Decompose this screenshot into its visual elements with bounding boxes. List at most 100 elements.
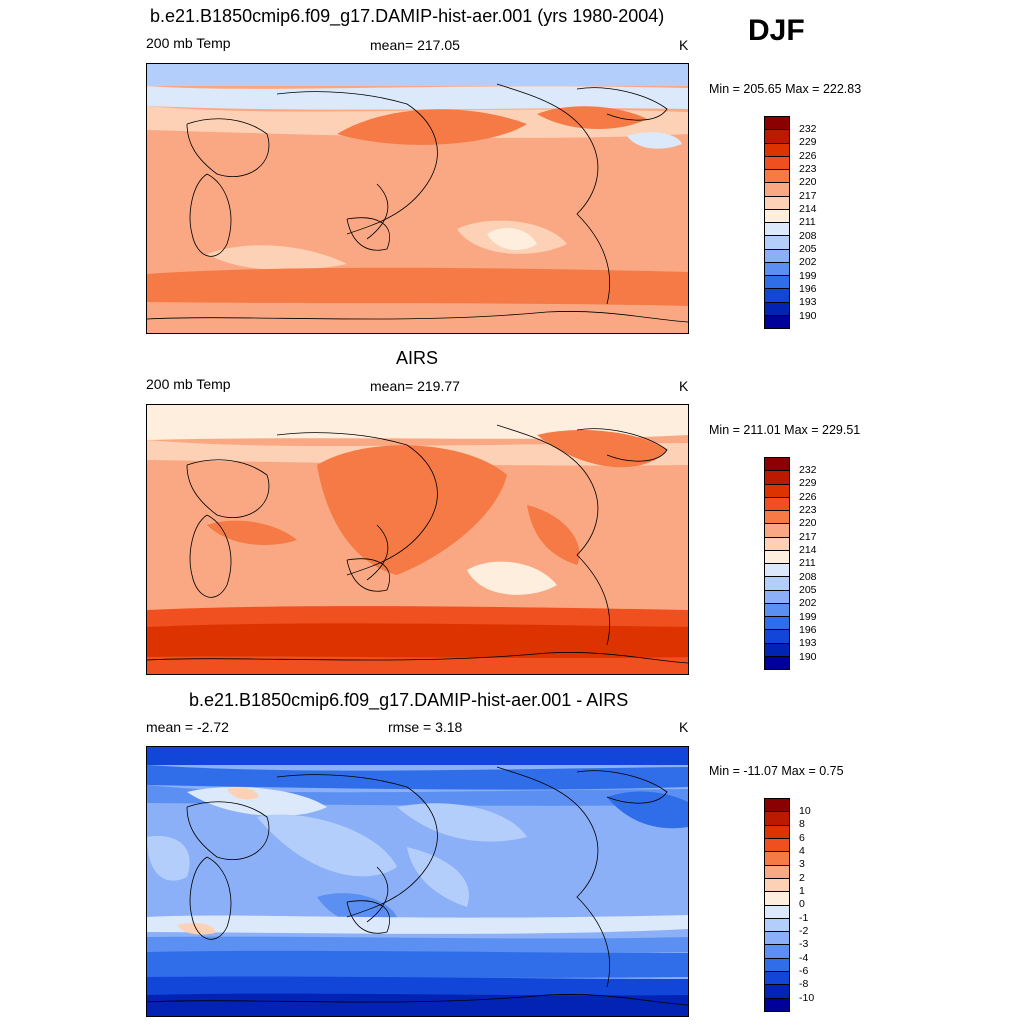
colorbar-swatch [765, 196, 789, 210]
panel-1-variable-label: 200 mb Temp [146, 35, 231, 51]
colorbar-tick-label: 202 [799, 256, 817, 268]
colorbar-swatch [765, 918, 789, 933]
colorbar-tick-label: 205 [799, 584, 817, 596]
panel-3-title: b.e21.B1850cmip6.f09_g17.DAMIP-hist-aer.… [189, 690, 629, 710]
colorbar-tick-label: 10 [799, 805, 811, 817]
colorbar-tick-label: 232 [799, 123, 817, 135]
colorbar-swatch [765, 236, 789, 250]
colorbar-swatch [765, 985, 789, 999]
colorbar-tick-label: 214 [799, 544, 817, 556]
colorbar-tick-label: 223 [799, 504, 817, 516]
panel-2-mean-label: mean= 219.77 [370, 378, 460, 394]
colorbar-tick-label: 226 [799, 150, 817, 162]
panel-1-map [146, 63, 689, 334]
colorbar-tick-label: 223 [799, 163, 817, 175]
colorbar-tick-label: 202 [799, 597, 817, 609]
colorbar-swatch [765, 209, 789, 223]
colorbar-swatch [765, 998, 789, 1011]
colorbar-tick-label: 217 [799, 531, 817, 543]
panel-1-units-label: K [679, 37, 689, 53]
panel-3-minmax: Min = -11.07 Max = 0.75 [709, 764, 844, 778]
colorbar-swatch [765, 302, 789, 316]
colorbar-swatch [765, 812, 789, 826]
panel-3-units-label: K [679, 719, 689, 735]
colorbar-swatch [765, 852, 789, 866]
panel-3-map [146, 746, 689, 1017]
colorbar-tick-label: -4 [799, 952, 809, 964]
colorbar-swatch [765, 577, 789, 591]
colorbar-swatch [765, 484, 789, 498]
colorbar-swatch [765, 799, 789, 813]
colorbar-tick-label: 214 [799, 203, 817, 215]
panel-1-minmax: Min = 205.65 Max = 222.83 [709, 82, 862, 96]
colorbar-tick-label: -6 [799, 965, 809, 977]
colorbar-swatch [765, 249, 789, 263]
colorbar-swatch [765, 603, 789, 617]
colorbar-swatch [765, 825, 789, 839]
colorbar-tick-label: -8 [799, 978, 809, 990]
colorbar-swatch [765, 170, 789, 184]
colorbar-tick-label: -2 [799, 925, 809, 937]
colorbar-tick-label: 1 [799, 885, 805, 897]
colorbar-swatch [765, 276, 789, 290]
colorbar-swatch [765, 892, 789, 906]
colorbar-swatch [765, 497, 789, 511]
colorbar-tick-label: 232 [799, 464, 817, 476]
colorbar-swatch [765, 143, 789, 157]
colorbar-tick-label: 229 [799, 136, 817, 148]
colorbar-swatch [765, 564, 789, 578]
panel-1-title: b.e21.B1850cmip6.f09_g17.DAMIP-hist-aer.… [150, 6, 665, 26]
colorbar-tick-label: 208 [799, 230, 817, 242]
colorbar-swatch [765, 550, 789, 564]
colorbar-swatch [765, 617, 789, 631]
panel-2-map [146, 404, 689, 675]
colorbar-tick-label: -3 [799, 938, 809, 950]
colorbar-tick-label: 0 [799, 898, 805, 910]
panel-1-colorbar [764, 116, 790, 329]
colorbar-swatch [765, 878, 789, 893]
colorbar-swatch [765, 156, 789, 170]
colorbar-tick-label: -10 [799, 992, 815, 1004]
colorbar-swatch [765, 932, 789, 946]
colorbar-swatch [765, 537, 789, 551]
colorbar-swatch [765, 945, 789, 959]
colorbar-tick-label: 8 [799, 818, 805, 830]
panel-2-units-label: K [679, 378, 689, 394]
colorbar-tick-label: 190 [799, 651, 817, 663]
colorbar-tick-label: 211 [799, 216, 816, 228]
colorbar-swatch [765, 289, 789, 303]
colorbar-swatch [765, 183, 789, 197]
panel-3-rmse-label: rmse = 3.18 [388, 719, 463, 735]
colorbar-swatch [765, 656, 789, 669]
colorbar-tick-label: 211 [799, 557, 816, 569]
colorbar-tick-label: 205 [799, 243, 817, 255]
colorbar-swatch [765, 590, 789, 604]
colorbar-swatch [765, 865, 789, 879]
colorbar-tick-label: 193 [799, 296, 817, 308]
colorbar-swatch [765, 524, 789, 538]
panel-2-colorbar [764, 457, 790, 670]
panel-2-title: AIRS [396, 348, 439, 368]
panel-2-variable-label: 200 mb Temp [146, 376, 231, 392]
colorbar-tick-label: -1 [799, 912, 809, 924]
panel-3-mean-label: mean = -2.72 [146, 719, 229, 735]
colorbar-swatch [765, 315, 789, 328]
colorbar-tick-label: 196 [799, 283, 817, 295]
colorbar-swatch [765, 130, 789, 144]
colorbar-tick-label: 3 [799, 858, 805, 870]
colorbar-swatch [765, 643, 789, 657]
colorbar-swatch [765, 458, 789, 472]
panel-3-colorbar [764, 798, 790, 1012]
colorbar-swatch [765, 972, 789, 986]
colorbar-tick-label: 199 [799, 611, 817, 623]
colorbar-tick-label: 190 [799, 310, 817, 322]
colorbar-swatch [765, 958, 789, 973]
panel-1-mean-label: mean= 217.05 [370, 37, 460, 53]
colorbar-swatch [765, 117, 789, 131]
colorbar-tick-label: 226 [799, 491, 817, 503]
colorbar-swatch [765, 630, 789, 644]
colorbar-swatch [765, 262, 789, 276]
colorbar-tick-label: 196 [799, 624, 817, 636]
colorbar-tick-label: 220 [799, 517, 817, 529]
colorbar-tick-label: 4 [799, 845, 805, 857]
